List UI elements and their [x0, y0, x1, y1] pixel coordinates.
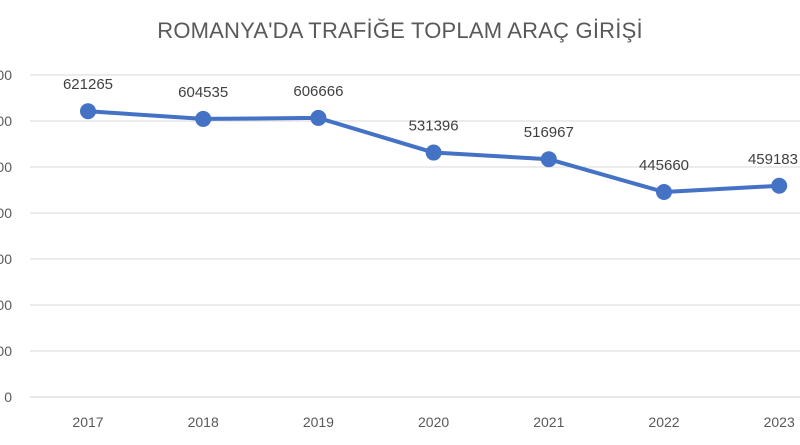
data-point — [80, 103, 96, 120]
y-tick-label: 00 — [0, 343, 12, 359]
data-label: 531396 — [409, 118, 459, 135]
x-tick-label: 2020 — [418, 414, 449, 430]
y-tick-label: 00 — [0, 297, 12, 313]
data-point — [656, 183, 672, 200]
data-label: 606666 — [293, 83, 343, 100]
data-label: 445660 — [639, 157, 689, 174]
x-tick-label: 2019 — [303, 414, 334, 430]
data-labels: 621265 604535 606666 531396 516967 445660 4591… — [63, 76, 798, 174]
y-tick-label: 00 — [0, 67, 12, 83]
y-tick-label: 00 — [0, 205, 12, 221]
data-point — [310, 109, 327, 126]
data-label: 459183 — [748, 151, 798, 168]
x-tick-label: 2021 — [533, 414, 564, 430]
x-tick-label: 2022 — [648, 414, 679, 430]
x-axis-tick-labels: 2017 2018 2019 2020 2021 2022 2023 — [72, 414, 795, 430]
y-tick-label: 00 — [0, 251, 12, 267]
data-point — [195, 110, 212, 127]
y-tick-label: 0 — [4, 389, 12, 405]
data-label: 604535 — [178, 84, 228, 101]
y-tick-label: 00 — [0, 159, 12, 175]
data-point — [540, 151, 557, 168]
x-tick-label: 2017 — [72, 414, 103, 430]
x-tick-label: 2023 — [764, 414, 795, 430]
data-label: 516967 — [524, 124, 574, 141]
gridlines — [30, 74, 800, 398]
y-tick-label: 00 — [0, 113, 12, 129]
x-tick-label: 2018 — [188, 414, 219, 430]
data-point — [771, 177, 788, 194]
series-points — [80, 103, 788, 200]
data-point — [425, 144, 442, 161]
chart-title: ROMANYA'DA TRAFİĞE TOPLAM ARAÇ GİRİŞİ — [157, 18, 643, 43]
data-label: 621265 — [63, 76, 113, 93]
